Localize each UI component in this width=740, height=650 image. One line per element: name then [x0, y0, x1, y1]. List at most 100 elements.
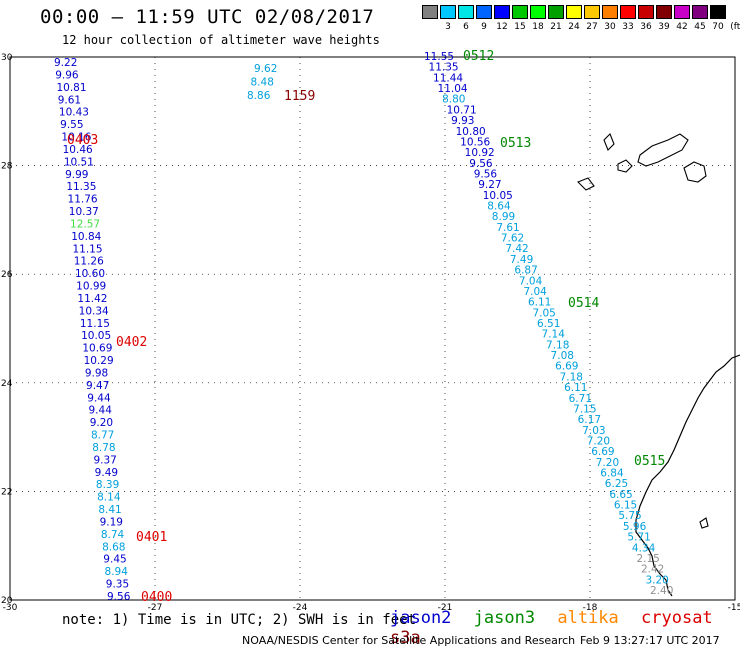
- wave-height-label: 7.03: [582, 425, 605, 437]
- wave-height-label: 10.05: [81, 330, 111, 342]
- y-tick-label: 22: [1, 487, 12, 497]
- wave-height-label: 9.27: [478, 179, 501, 191]
- wave-height-label: 5.71: [627, 532, 650, 544]
- wave-height-label: 9.44: [87, 392, 111, 404]
- wave-height-label: 6.51: [537, 318, 560, 330]
- wave-height-label: 11.04: [438, 83, 468, 95]
- wave-height-label: 8.14: [97, 492, 121, 504]
- wave-height-label: 9.37: [93, 454, 116, 466]
- colorbar-swatch: [602, 5, 618, 19]
- colorbar-unit: (ft): [730, 22, 740, 32]
- wave-height-label: 10.92: [465, 147, 495, 159]
- time-stamp-label: 0515: [634, 454, 665, 469]
- colorbar-swatch: [458, 5, 474, 19]
- wave-height-label: 9.61: [58, 94, 81, 106]
- wave-height-label: 8.64: [487, 201, 511, 213]
- satellite-legend: jason2 jason3 altika cryosat s3a: [390, 608, 740, 648]
- time-stamp-label: 0402: [116, 335, 147, 350]
- x-tick-label: -30: [3, 603, 18, 613]
- wave-height-label: 7.04: [523, 286, 547, 298]
- time-stamp-label: 0401: [136, 530, 167, 545]
- africa-coastline: [635, 354, 740, 597]
- wave-height-label: 9.19: [100, 516, 123, 528]
- colorbar-swatch: [566, 5, 582, 19]
- wave-height-label: 11.15: [80, 318, 110, 330]
- wave-height-label: 10.56: [460, 136, 490, 148]
- legend-altika: altika: [557, 608, 619, 628]
- y-tick-label: 26: [1, 270, 13, 280]
- colorbar-swatch: [638, 5, 654, 19]
- wave-height-label: 7.14: [542, 329, 566, 341]
- colorbar-swatch: [620, 5, 636, 19]
- colorbar-label: 70: [712, 22, 724, 32]
- wave-height-label: 10.81: [56, 82, 86, 94]
- canary-island-el-hierro: [577, 177, 595, 191]
- wave-height-label: 3.20: [645, 574, 668, 586]
- wave-height-label: 6.15: [614, 500, 637, 512]
- wave-height-label: 10.84: [71, 231, 101, 243]
- wave-height-label: 7.61: [496, 222, 519, 234]
- map-frame: -30 -27 -24 -21 -18 -15 30 28 26 24 22 20: [1, 53, 740, 613]
- wave-height-label: 9.98: [85, 367, 108, 379]
- wave-height-label: 10.80: [456, 126, 486, 138]
- wave-height-label: 6.25: [605, 478, 628, 490]
- canary-island-la-gomera: [617, 159, 633, 173]
- legend-s3a: s3a: [390, 628, 421, 648]
- colorbar-label: 45: [694, 22, 706, 32]
- wave-height-label: 7.04: [519, 275, 543, 287]
- wave-height-label: 9.22: [54, 57, 77, 69]
- x-tick-label: -15: [728, 603, 740, 613]
- wave-height-label: 9.45: [103, 554, 126, 566]
- colorbar-label: 9: [481, 22, 487, 32]
- small-island-right: [699, 517, 709, 529]
- colorbar-label: 39: [658, 22, 670, 32]
- wave-height-label: 8.77: [91, 430, 114, 442]
- colorbar-swatch: [422, 5, 438, 19]
- colorbar-swatch: [674, 5, 690, 19]
- legend-jason2: jason2: [390, 608, 452, 628]
- y-tick-label: 24: [1, 379, 13, 389]
- wave-height-label: 6.11: [564, 382, 587, 394]
- time-stamp-label: 1159: [284, 89, 315, 104]
- wave-height-label: 7.49: [510, 254, 533, 266]
- wave-height-label: 11.55: [424, 51, 454, 63]
- wave-height-label: 6.71: [569, 393, 592, 405]
- wave-height-label: 9.35: [106, 579, 129, 591]
- x-tick-label: -27: [148, 603, 163, 613]
- wave-height-label: 10.69: [82, 343, 112, 355]
- colorbar-label: 6: [463, 22, 469, 32]
- legend-jason3: jason3: [473, 608, 536, 628]
- time-stamp-label: 0513: [500, 136, 531, 151]
- wave-height-label: 11.26: [74, 256, 104, 268]
- wave-height-label: 10.34: [79, 305, 109, 317]
- wave-height-label: 8.68: [102, 541, 125, 553]
- wave-height-label: 6.65: [609, 489, 632, 501]
- wave-height-label: 8.41: [98, 504, 121, 516]
- wave-height-label: 8.48: [251, 77, 274, 89]
- wave-height-label: 7.18: [560, 371, 583, 383]
- colorbar-label: 30: [604, 22, 616, 32]
- colorbar-swatch: [476, 5, 492, 19]
- colorbar-label: 18: [532, 22, 544, 32]
- wave-height-label: 6.17: [578, 414, 601, 426]
- time-stamp-label: 0514: [568, 296, 599, 311]
- x-tick-label: -24: [293, 603, 308, 613]
- wave-height-label: 8.99: [492, 211, 515, 223]
- wave-height-label: 9.99: [65, 169, 88, 181]
- time-stamp-label: 0403: [67, 133, 98, 148]
- colorbar-swatch: [710, 5, 726, 19]
- colorbar-label: 36: [640, 22, 652, 32]
- wave-height-label: 5.75: [618, 510, 641, 522]
- colorbar-swatch: [530, 5, 546, 19]
- wave-height-label: 2.40: [650, 585, 673, 597]
- colorbar-label: 15: [514, 22, 526, 32]
- wave-height-label: 11.44: [433, 72, 463, 84]
- wave-height-label: 9.56: [474, 168, 498, 180]
- wave-height-label: 9.49: [95, 467, 118, 479]
- wave-height-label: 6.69: [555, 361, 578, 373]
- map-title: 00:00 – 11:59 UTC 02/08/2017: [40, 6, 375, 28]
- wave-height-label: 9.47: [86, 380, 109, 392]
- colorbar-label: 27: [586, 22, 598, 32]
- time-stamp-label: 0512: [463, 49, 494, 64]
